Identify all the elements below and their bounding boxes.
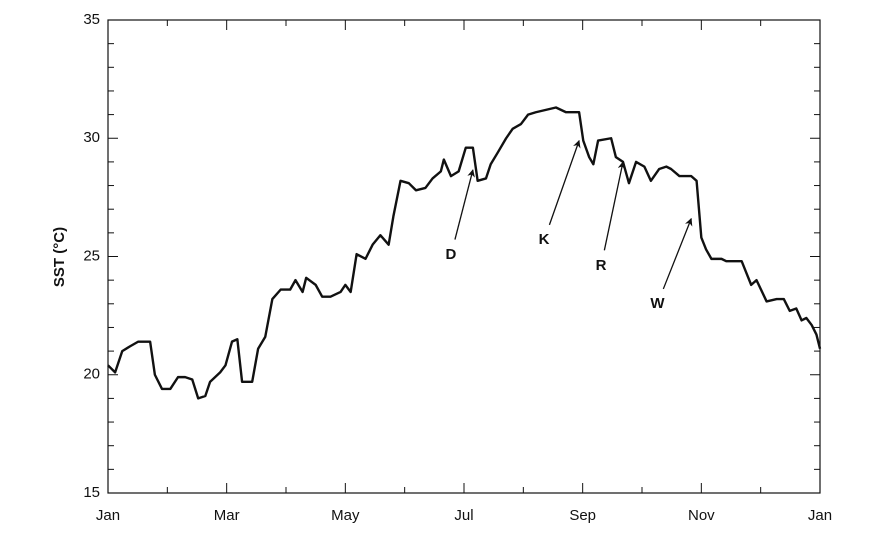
y-tick-label: 25 [83, 247, 100, 264]
x-tick-label: Sep [569, 507, 596, 524]
annotation-arrow [454, 169, 475, 240]
x-tick-label: May [331, 507, 360, 524]
annotation-arrow [548, 139, 581, 226]
annotation-arrow [603, 161, 626, 251]
y-tick-label: 35 [83, 11, 100, 28]
x-tick-label: Mar [214, 507, 240, 524]
x-tick-label: Jan [808, 507, 832, 524]
y-tick-label: 30 [83, 129, 100, 146]
x-tick-label: Jul [454, 507, 473, 524]
y-tick-label: 15 [83, 484, 100, 501]
sst-line [107, 106, 822, 400]
annotation-label: W [650, 295, 665, 312]
x-tick-label: Jan [96, 507, 120, 524]
annotation-label: D [446, 246, 457, 263]
annotation-label: K [539, 231, 550, 248]
annotation-label: R [596, 257, 607, 274]
x-tick-label: Nov [688, 507, 715, 524]
plot-frame [107, 19, 821, 494]
y-tick-label: 20 [83, 366, 100, 383]
annotation-arrow [662, 217, 693, 290]
y-axis-label: SST (°C) [51, 227, 68, 287]
